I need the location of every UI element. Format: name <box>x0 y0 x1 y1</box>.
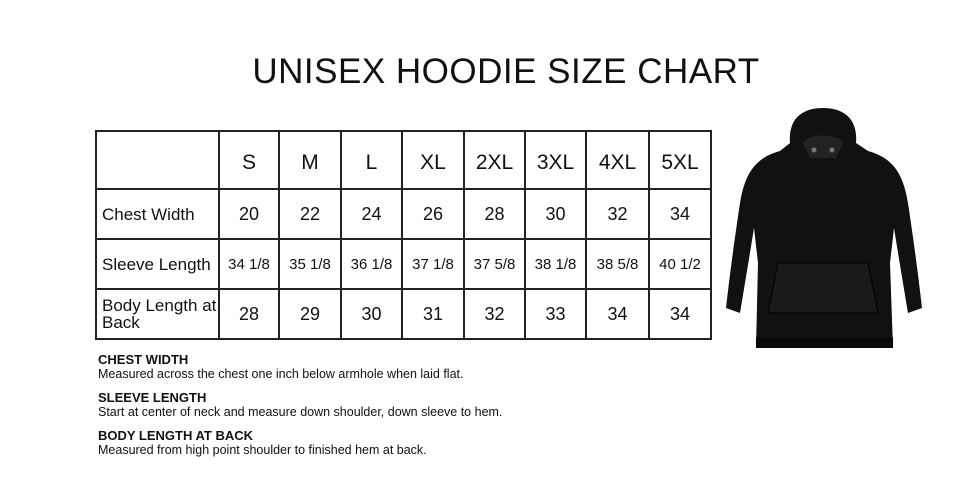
table-cell: 28 <box>463 188 526 240</box>
table-cell: 38 1/8 <box>524 238 587 290</box>
size-header: 5XL <box>648 130 712 190</box>
table-cell: 37 5/8 <box>463 238 526 290</box>
note-heading: CHEST WIDTH <box>98 352 189 367</box>
note-text: Start at center of neck and measure down… <box>98 405 503 419</box>
table-cell: 29 <box>278 288 342 340</box>
hoodie-image <box>726 108 922 348</box>
table-cell: 34 <box>648 288 712 340</box>
note-heading: SLEEVE LENGTH <box>98 390 207 405</box>
table-cell: 38 5/8 <box>585 238 650 290</box>
table-cell: 24 <box>340 188 403 240</box>
size-header: M <box>278 130 342 190</box>
table-cell: 34 <box>648 188 712 240</box>
note-chest-width: CHEST WIDTH Measured across the chest on… <box>98 352 502 381</box>
note-body-length: BODY LENGTH AT BACK Measured from high p… <box>98 428 502 457</box>
table-row: Body Length at Back 28 29 30 31 32 33 34… <box>95 288 712 340</box>
note-heading: BODY LENGTH AT BACK <box>98 428 254 443</box>
table-cell: 37 1/8 <box>401 238 465 290</box>
table-cell: 30 <box>524 188 587 240</box>
table-cell: 34 <box>585 288 650 340</box>
size-header-row: S M L XL 2XL 3XL 4XL 5XL <box>95 130 712 190</box>
table-cell: 35 1/8 <box>278 238 342 290</box>
size-header: 3XL <box>524 130 587 190</box>
table-cell: 32 <box>463 288 526 340</box>
table-cell: 36 1/8 <box>340 238 403 290</box>
table-cell: 26 <box>401 188 465 240</box>
table-row: Sleeve Length 34 1/8 35 1/8 36 1/8 37 1/… <box>95 238 712 290</box>
size-header: L <box>340 130 403 190</box>
size-header: 4XL <box>585 130 650 190</box>
note-sleeve-length: SLEEVE LENGTH Start at center of neck an… <box>98 390 502 419</box>
note-text: Measured across the chest one inch below… <box>98 367 464 381</box>
note-text: Measured from high point shoulder to fin… <box>98 443 427 457</box>
table-cell: 20 <box>218 188 280 240</box>
row-label: Sleeve Length <box>95 238 220 290</box>
table-cell: 22 <box>278 188 342 240</box>
table-row: Chest Width 20 22 24 26 28 30 32 34 <box>95 188 712 240</box>
measurement-notes: CHEST WIDTH Measured across the chest on… <box>98 352 502 466</box>
table-cell: 40 1/2 <box>648 238 712 290</box>
row-label: Chest Width <box>95 188 220 240</box>
page-title: UNISEX HOODIE SIZE CHART <box>252 52 760 91</box>
table-cell: 32 <box>585 188 650 240</box>
corner-cell <box>95 130 220 190</box>
size-chart-table: S M L XL 2XL 3XL 4XL 5XL Chest Width 20 … <box>95 130 712 340</box>
size-header: S <box>218 130 280 190</box>
table-cell: 30 <box>340 288 403 340</box>
size-header: XL <box>401 130 465 190</box>
table-cell: 31 <box>401 288 465 340</box>
size-header: 2XL <box>463 130 526 190</box>
table-cell: 33 <box>524 288 587 340</box>
table-cell: 34 1/8 <box>218 238 280 290</box>
row-label: Body Length at Back <box>95 288 220 340</box>
table-cell: 28 <box>218 288 280 340</box>
